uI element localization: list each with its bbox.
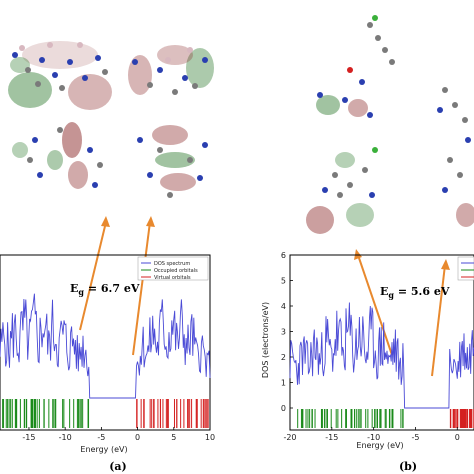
panel-a: -15 -10 -5 0 5 10 Energy (eV) DOS spectrum Oc… [0, 254, 215, 473]
molecule-image-b-top-left [316, 15, 395, 118]
molecule-image-a-bottom-right [137, 125, 208, 198]
plot-frame-b [289, 254, 474, 431]
x-axis-label-b: Energy (eV) [356, 441, 403, 450]
x-tick-label-a: 5 [171, 433, 176, 442]
molecule-image-b-right [437, 87, 474, 227]
x-tick-label-b: -5 [411, 433, 419, 442]
molecule-image-b-bottom-left [306, 147, 378, 234]
y-axis-label-b: DOS (electrons/eV) [261, 302, 270, 378]
y-tick-label-b: 6 [281, 251, 286, 260]
molecule-image-a-top-right [128, 45, 214, 95]
dos-line-b [289, 302, 474, 409]
arrow-homo-a [79, 221, 107, 331]
legend-b [457, 256, 474, 281]
x-tick-label-a: 0 [135, 433, 140, 442]
y-tick-label-b: 5 [281, 277, 286, 286]
x-ticks-b: -20 -15 -10 -5 0 [283, 427, 460, 442]
x-axis-label-a: Energy (eV) [80, 445, 127, 454]
x-tick-label-b: -15 [325, 433, 338, 442]
molecule-image-a-top-left [8, 41, 112, 110]
orbital-bars-b [297, 409, 474, 428]
x-tick-label-a: -15 [22, 433, 35, 442]
x-tick-label-a: -10 [59, 433, 72, 442]
y-tick-label-b: 0 [281, 404, 286, 413]
x-tick-label-a: 10 [205, 433, 215, 442]
y-tick-label-b: 3 [281, 328, 286, 337]
y-ticks-b: 0 1 2 3 4 5 6 [281, 251, 293, 413]
orbital-bars-a [2, 399, 209, 428]
arrow-lumo-a [132, 221, 151, 356]
dos-line-a [0, 293, 211, 399]
arrowhead-lumo-a [146, 216, 155, 227]
y-tick-label-b: 2 [281, 353, 286, 362]
legend-virtual-a: Virtual orbitals [154, 275, 191, 281]
panel-label-b: (b) [399, 460, 417, 473]
legend-dos-a: DOS spectrum [154, 261, 190, 267]
molecule-image-a-bottom-left [12, 122, 103, 189]
arrow-homo-b [357, 254, 393, 356]
legend-box-a [137, 256, 209, 281]
plot-frame-a [0, 254, 211, 431]
x-tick-label-a: -5 [97, 433, 105, 442]
x-ticks-a: -15 -10 -5 0 5 10 [22, 427, 215, 442]
band-gap-label-a: Eg = 6.7 eV [70, 282, 140, 297]
panel-b: -20 -15 -10 -5 0 0 1 2 3 4 5 6 Energy (eV) DOS (el… [261, 251, 474, 473]
band-gap-label-b: Eg = 5.6 eV [380, 285, 450, 300]
y-tick-label-b: 4 [281, 302, 286, 311]
panel-label-a: (a) [109, 460, 127, 473]
arrow-lumo-b [431, 264, 446, 377]
y-tick-label-b: 1 [281, 379, 286, 388]
x-tick-label-b: 0 [455, 433, 460, 442]
arrowhead-lumo-b [441, 259, 450, 270]
arrowhead-homo-a [101, 216, 110, 227]
x-tick-label-b: -20 [283, 433, 296, 442]
legend-a: DOS spectrum Occupied orbitals Virtual o… [137, 256, 209, 281]
legend-occupied-a: Occupied orbitals [154, 268, 198, 274]
x-tick-label-b: -10 [367, 433, 380, 442]
